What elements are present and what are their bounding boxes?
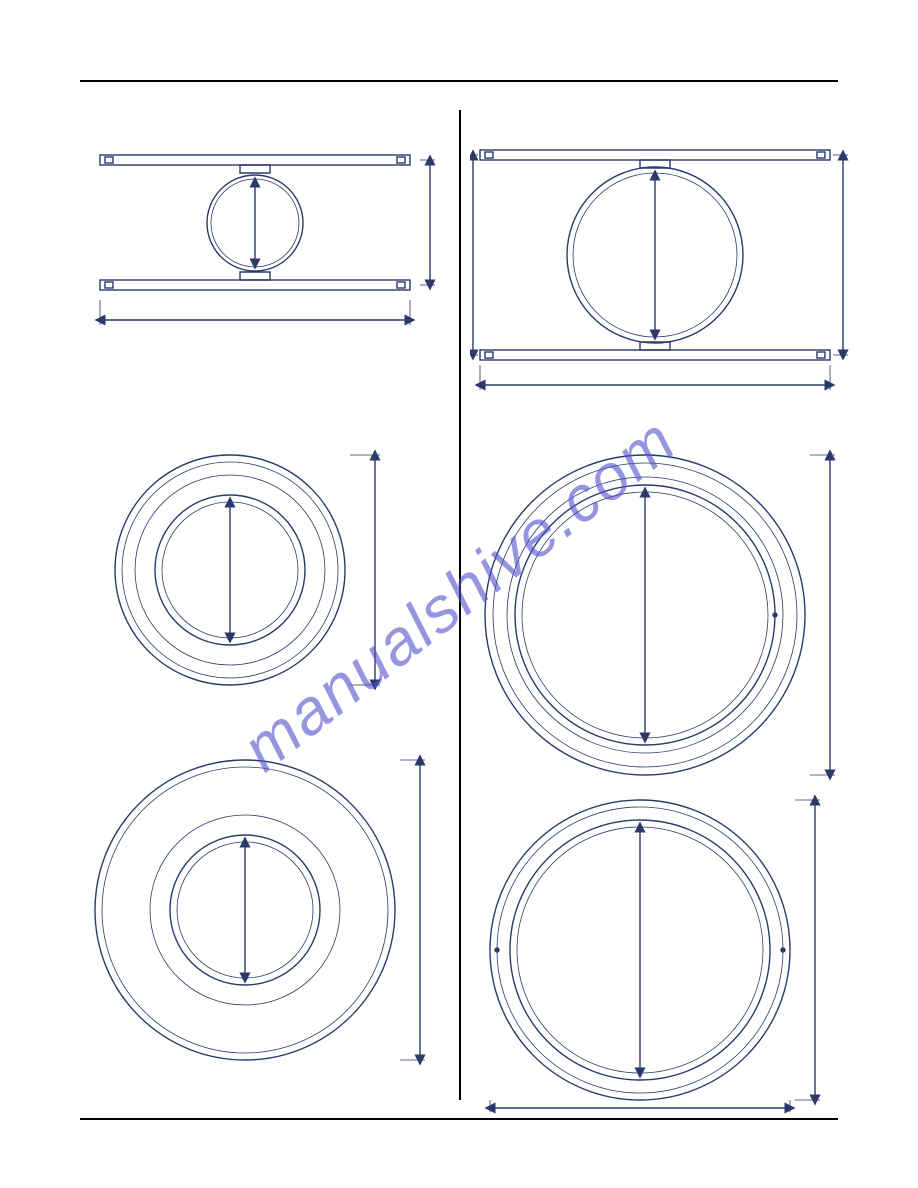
page-frame — [80, 80, 838, 1120]
right-ring-narrow-diagram — [470, 430, 850, 800]
top-rule — [80, 80, 838, 82]
left-ring-narrow-diagram — [80, 420, 450, 720]
right-bracket-diagram — [470, 100, 850, 420]
column-divider — [459, 110, 461, 1100]
left-bracket-diagram — [80, 100, 450, 360]
right-ring-thin-diagram — [470, 780, 850, 1120]
left-column — [80, 100, 450, 1100]
left-ring-wide-diagram — [80, 730, 450, 1090]
right-column — [470, 100, 840, 1100]
